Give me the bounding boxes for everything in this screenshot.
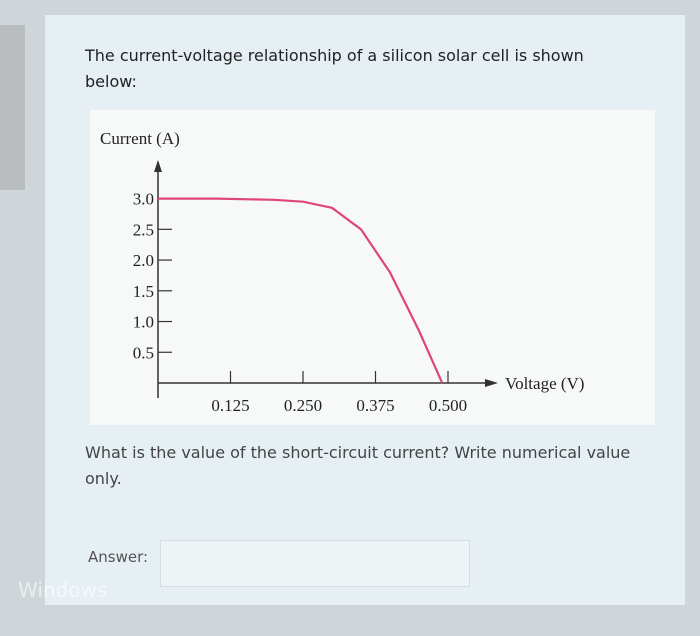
- side-block: [0, 25, 25, 190]
- x-tick-label: 0.500: [429, 396, 467, 415]
- chart: Current (A) Voltage (V) 3.0 2.5 2.0 1.5 1.0 0.…: [100, 129, 584, 415]
- y-tick-label: 1.5: [133, 282, 154, 301]
- prompt-text: What is the value of the short-circuit c…: [85, 443, 631, 488]
- y-axis-arrow: [154, 160, 162, 172]
- question-panel: The current-voltage relationship of a si…: [45, 15, 685, 605]
- y-axis-label: Current (A): [100, 129, 180, 148]
- y-tick-label: 0.5: [133, 343, 154, 362]
- x-tick-label: 0.375: [356, 396, 394, 415]
- y-tick-label: 3.0: [133, 190, 154, 209]
- x-axis-arrow: [485, 379, 498, 387]
- y-tick-label: 2.5: [133, 220, 154, 239]
- answer-label: Answer:: [88, 548, 149, 566]
- x-tick-label: 0.125: [211, 396, 249, 415]
- chart-box: Current (A) Voltage (V) 3.0 2.5 2.0 1.5 1.0 0.…: [90, 110, 655, 425]
- y-tick-label: 1.0: [133, 313, 154, 332]
- answer-input[interactable]: [160, 540, 470, 587]
- x-tick-label: 0.250: [284, 396, 322, 415]
- curve: [158, 197, 444, 384]
- watermark: Windows: [18, 578, 108, 602]
- x-axis-label: Voltage (V): [505, 374, 584, 393]
- y-tick-label: 2.0: [133, 251, 154, 270]
- question-text: The current-voltage relationship of a si…: [85, 46, 584, 91]
